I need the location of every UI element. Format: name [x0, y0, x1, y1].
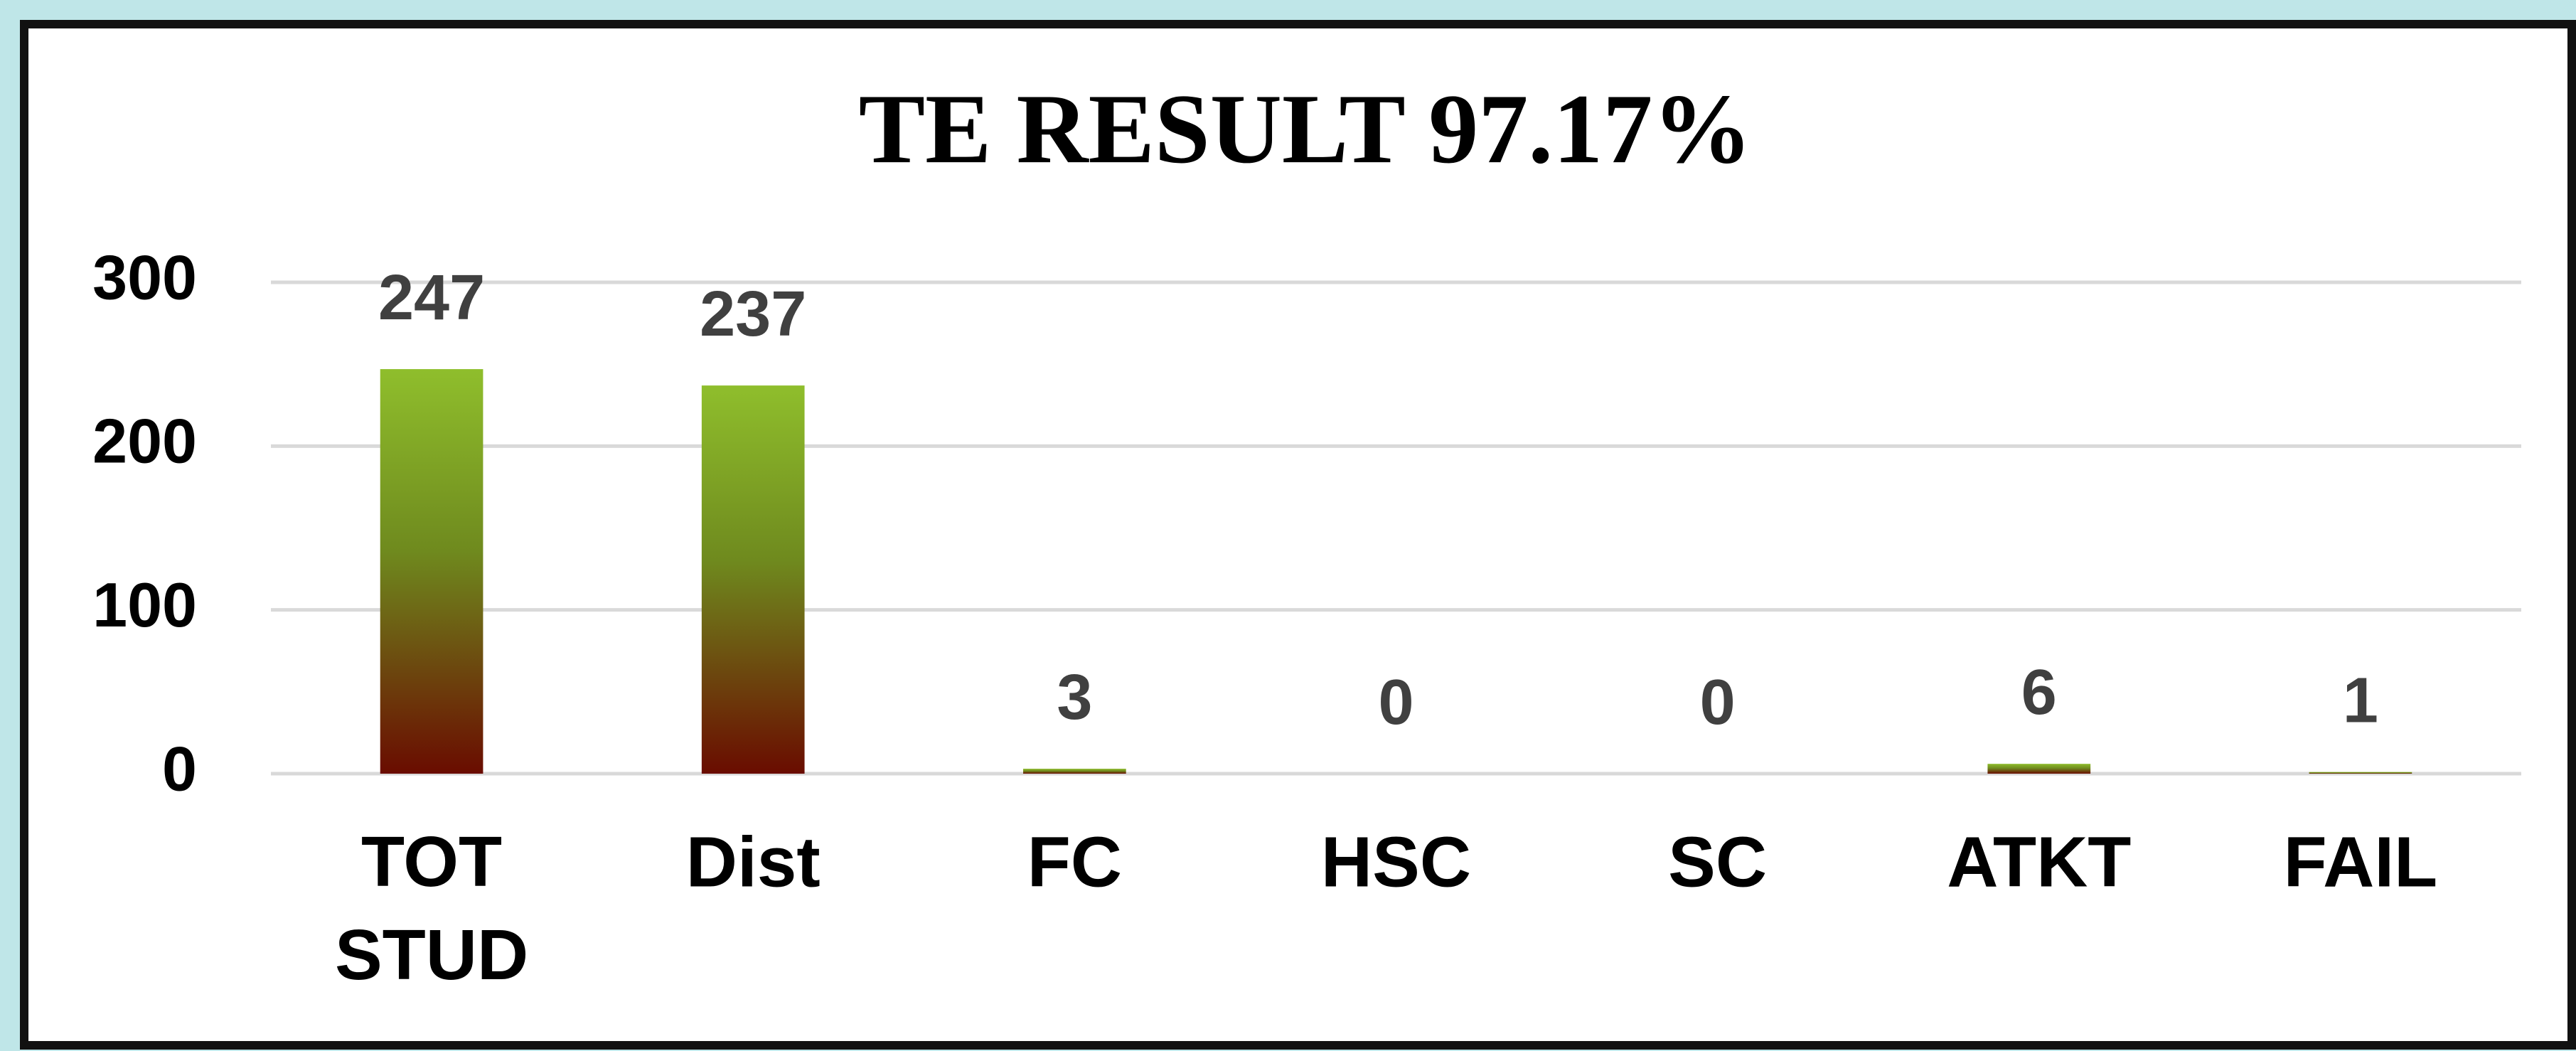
x-tick-label: FAIL — [2284, 822, 2438, 902]
x-tick-label: HSC — [1321, 822, 1471, 902]
x-tick-label: Dist — [686, 822, 821, 902]
bar — [380, 369, 483, 774]
value-label: 6 — [2021, 657, 2057, 728]
value-label: 237 — [700, 279, 806, 350]
value-label: 0 — [1700, 667, 1736, 738]
x-tick-label: SC — [1668, 822, 1767, 902]
bar — [1023, 769, 1126, 774]
value-label: 247 — [378, 262, 485, 334]
bar — [1987, 764, 2091, 774]
x-tick-label: TOT STUD — [335, 822, 528, 995]
bar — [701, 385, 805, 774]
y-tick-label: 100 — [92, 570, 197, 640]
chart-title: TE RESULT 97.17% — [859, 74, 1753, 184]
y-tick-label: 200 — [92, 406, 197, 476]
x-tick-label: FC — [1027, 822, 1122, 902]
x-tick-label: ATKT — [1947, 822, 2131, 902]
value-label: 3 — [1057, 662, 1092, 733]
value-label: 1 — [2343, 665, 2378, 736]
y-tick-label: 300 — [92, 242, 197, 312]
y-tick-label: 0 — [162, 733, 197, 804]
bar — [2309, 772, 2412, 774]
value-label: 0 — [1378, 667, 1413, 738]
